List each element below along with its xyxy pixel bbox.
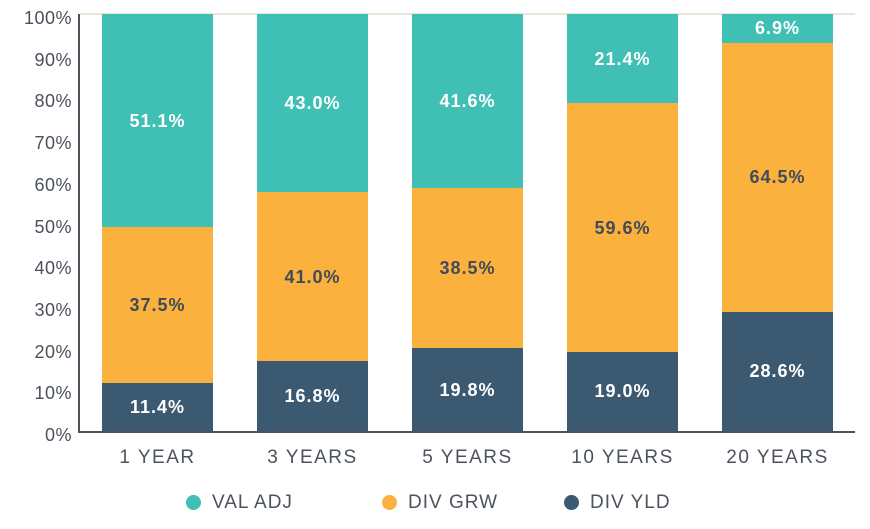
legend-swatch-icon	[186, 495, 201, 510]
bar-segment: 19.0%	[567, 351, 678, 431]
legend-label: DIV YLD	[590, 492, 671, 513]
bar-value-label: 19.0%	[594, 381, 651, 402]
bar-value-label: 11.4%	[129, 397, 186, 418]
x-category-label: 3 YEARS	[267, 447, 358, 468]
bar-column: 43.0% 41.0% 16.8%	[257, 14, 368, 431]
legend-swatch-icon	[382, 495, 397, 510]
bar-segment: 41.0%	[257, 191, 368, 362]
plot-area: 51.1% 37.5% 11.4% 43.0% 41.0% 16.8% 41.6% 38.5%…	[78, 13, 855, 433]
x-category-label: 20 YEARS	[726, 447, 829, 468]
bar-segment: 41.6%	[412, 14, 523, 188]
bar-column: 6.9% 64.5% 28.6%	[722, 14, 833, 431]
bar-segment: 16.8%	[257, 361, 368, 431]
bar-segment: 19.8%	[412, 348, 523, 431]
y-tick-label: 80%	[34, 91, 72, 112]
bar-value-label: 37.5%	[129, 295, 186, 316]
legend-item: VAL ADJ	[186, 493, 293, 512]
bar-column: 41.6% 38.5% 19.8%	[412, 14, 523, 431]
y-tick-label: 40%	[34, 258, 72, 279]
bar-segment: 28.6%	[722, 311, 833, 431]
bar-segment: 43.0%	[257, 14, 368, 192]
bar-column: 51.1% 37.5% 11.4%	[102, 14, 213, 431]
legend-label: DIV GRW	[408, 492, 499, 513]
bar-column: 21.4% 59.6% 19.0%	[567, 14, 678, 431]
y-axis-tick-labels: 100% 90% 80% 70% 60% 50% 40% 30% 20% 10% 0%	[0, 9, 72, 444]
legend-item: DIV GRW	[382, 493, 498, 512]
bar-segment: 64.5%	[722, 42, 833, 312]
bar-value-label: 16.8%	[284, 386, 341, 407]
legend-swatch-icon	[564, 495, 579, 510]
bar-segment: 6.9%	[722, 14, 833, 43]
bar-value-label: 59.6%	[594, 217, 651, 238]
bar-segment: 51.1%	[102, 14, 213, 228]
x-category-label: 1 YEAR	[119, 447, 196, 468]
bar-segment: 59.6%	[567, 103, 678, 352]
y-tick-label: 0%	[44, 425, 72, 445]
y-tick-label: 100%	[23, 8, 72, 28]
bar-value-label: 21.4%	[594, 48, 651, 69]
legend: VAL ADJ DIV GRW DIV YLD	[0, 493, 870, 515]
bar-value-label: 41.6%	[439, 90, 496, 111]
y-tick-label: 90%	[34, 49, 72, 70]
y-tick-label: 50%	[34, 216, 72, 237]
y-tick-label: 10%	[34, 383, 72, 404]
bar-segment: 38.5%	[412, 187, 523, 349]
legend-label: VAL ADJ	[212, 492, 293, 513]
y-tick-label: 70%	[34, 133, 72, 154]
y-tick-label: 30%	[34, 299, 72, 320]
bar-value-label: 38.5%	[439, 257, 496, 278]
x-category-label: 10 YEARS	[571, 447, 674, 468]
bar-value-label: 51.1%	[129, 110, 186, 131]
x-axis-category-labels: 1 YEAR 3 YEARS 5 YEARS 10 YEARS 20 YEARS	[80, 448, 853, 468]
bar-segment: 11.4%	[102, 383, 213, 431]
bar-value-label: 41.0%	[284, 266, 341, 287]
y-tick-label: 60%	[34, 174, 72, 195]
bar-segment: 21.4%	[567, 14, 678, 104]
bar-segment: 37.5%	[102, 227, 213, 384]
bar-value-label: 64.5%	[749, 167, 806, 188]
legend-item: DIV YLD	[564, 493, 671, 512]
bar-value-label: 6.9%	[754, 18, 801, 39]
x-category-label: 5 YEARS	[422, 447, 513, 468]
y-tick-label: 20%	[34, 341, 72, 362]
bar-value-label: 19.8%	[439, 379, 496, 400]
bar-value-label: 43.0%	[284, 92, 341, 113]
bar-value-label: 28.6%	[749, 361, 806, 382]
bars-container: 51.1% 37.5% 11.4% 43.0% 41.0% 16.8% 41.6% 38.5%…	[80, 14, 855, 431]
